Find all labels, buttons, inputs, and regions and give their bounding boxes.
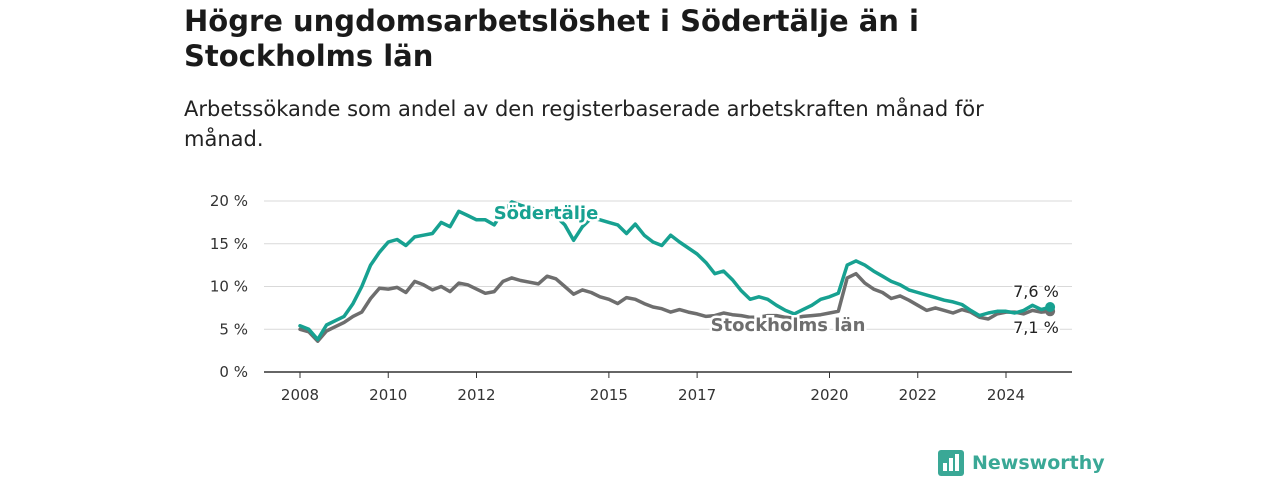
x-tick-label: 2017	[678, 386, 716, 404]
x-tick-label: 2010	[369, 386, 407, 404]
y-tick-label: 10 %	[210, 278, 248, 296]
series-lines	[298, 200, 1056, 343]
chart-title: Högre ungdomsarbetslöshet i Södertälje ä…	[184, 4, 919, 73]
sodertalje-line	[298, 200, 1052, 342]
y-tick-label: 15 %	[210, 235, 248, 253]
x-tick-label: 2008	[281, 386, 319, 404]
brand-name: Newsworthy	[972, 452, 1105, 474]
sodertalje-series-label: Södertälje	[494, 203, 599, 224]
sodertalje-end-point	[1045, 302, 1056, 313]
brand: Newsworthy	[938, 448, 1105, 478]
x-tick-label: 2020	[810, 386, 848, 404]
x-tick-label: 2015	[590, 386, 628, 404]
x-axis: 2008 2010 2012 2015 2017 2020 2022 2024	[281, 372, 1025, 404]
sodertalje-end-label: 7,6 %	[1013, 282, 1059, 301]
y-tick-label: 20 %	[210, 192, 248, 210]
bar-chart-logo-icon	[938, 450, 964, 476]
gridlines	[264, 200, 1072, 373]
x-tick-label: 2022	[899, 386, 937, 404]
x-tick-label: 2024	[987, 386, 1025, 404]
y-tick-label: 5 %	[219, 320, 248, 338]
chart-subtitle: Arbetssökande som andel av den registerb…	[184, 97, 984, 151]
series-labels: Södertälje 7,6 % Stockholms län 7,1 %	[491, 201, 1061, 340]
x-tick-label: 2012	[457, 386, 495, 404]
stockholms-lan-line	[298, 271, 1052, 343]
stockholms-lan-series-label: Stockholms län	[711, 315, 866, 336]
y-tick-label: 0 %	[219, 363, 248, 381]
stockholms-lan-end-label: 7,1 %	[1013, 318, 1059, 337]
y-axis-ticks: 0 % 5 % 10 % 15 % 20 %	[210, 192, 248, 381]
